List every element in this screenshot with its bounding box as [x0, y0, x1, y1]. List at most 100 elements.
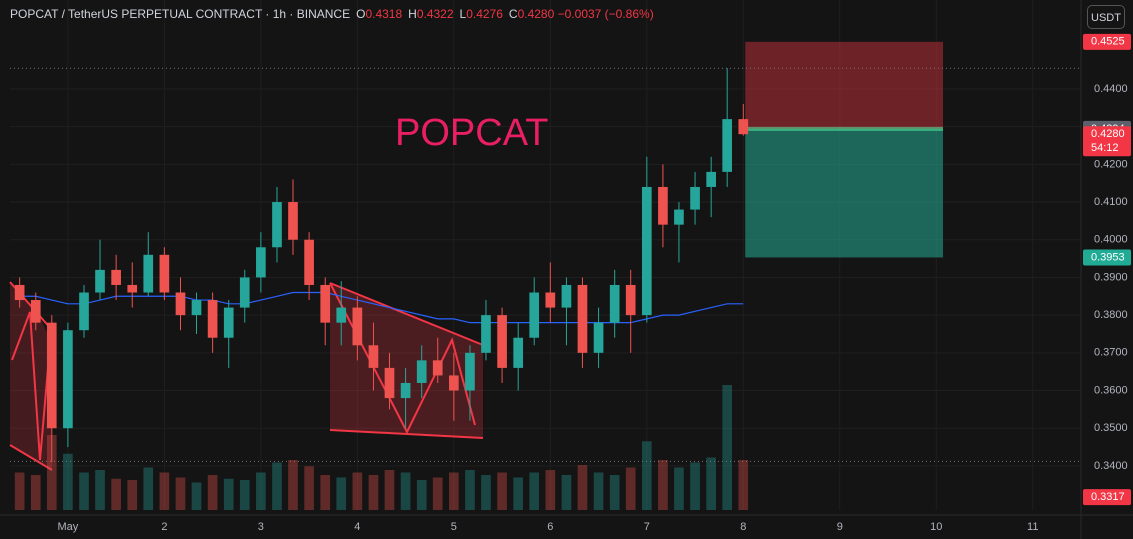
y-tick-label: 0.4000 [1094, 234, 1128, 246]
zigzag-line [11, 311, 51, 461]
volume-bar [529, 472, 540, 510]
candle-body [304, 239, 314, 285]
volume-bar [159, 472, 170, 510]
alert-price-label: 0.3317 [1091, 491, 1125, 503]
volume-bar [30, 475, 41, 510]
candle-body [191, 300, 202, 316]
volume-bar [127, 480, 138, 510]
candle-body [432, 360, 443, 376]
volume-bar [432, 477, 443, 510]
candle-body [400, 382, 411, 399]
candle-body [416, 360, 427, 383]
target-price-label: 0.3953 [1091, 251, 1125, 263]
countdown: 54:12 [1091, 142, 1119, 154]
candle-body [30, 300, 41, 323]
ohlc-value: 0.4318 [365, 7, 403, 21]
volume-bar [95, 470, 105, 510]
last-price-label: 0.4280 [1091, 128, 1125, 140]
y-tick-label: 0.3600 [1094, 384, 1128, 396]
candle-body [207, 300, 218, 338]
candle-body [272, 202, 282, 248]
candle-body [561, 284, 572, 308]
candle-body [256, 247, 266, 278]
volume-bar [690, 462, 700, 510]
y-tick-label: 0.4200 [1094, 158, 1128, 170]
volume-bar [384, 470, 395, 510]
volume-bar [641, 441, 652, 510]
volume-bar [593, 472, 604, 510]
ma-line [19, 291, 744, 324]
candle-body [706, 171, 717, 187]
volume-bar [191, 482, 202, 510]
volume-bar [449, 472, 459, 510]
candle-body [352, 307, 363, 346]
candle-body [46, 322, 57, 429]
volume-bar [63, 453, 73, 510]
volume-bar [14, 472, 25, 510]
volume-bar [207, 475, 218, 510]
y-tick-label: 0.3700 [1094, 347, 1128, 359]
x-tick-label: 10 [930, 521, 942, 533]
candle-body [288, 202, 298, 240]
candle-body [143, 254, 154, 293]
candle-body [223, 307, 234, 338]
ohlc-key: C [508, 7, 518, 21]
plot [10, 41, 1081, 510]
ohlc-key: L [459, 7, 467, 21]
target-zone [745, 128, 944, 258]
y-tick-label: 0.3800 [1094, 309, 1128, 321]
trend-line [329, 429, 484, 439]
candle-body [14, 284, 25, 301]
ohlc-key: O [356, 7, 366, 21]
volume-bar [481, 475, 491, 510]
volume-bar [111, 478, 121, 510]
candle-body [593, 322, 604, 353]
volume-bar [577, 465, 588, 510]
candle-body [738, 119, 749, 135]
candle-body [690, 186, 700, 210]
symbol-header: POPCAT / TetherUS PERPETUAL CONTRACT · 1… [10, 7, 654, 21]
candle-body [63, 330, 73, 429]
x-tick-label: 2 [161, 521, 167, 533]
candle-body [577, 284, 588, 353]
candle-body [79, 292, 89, 331]
candle-body [449, 375, 459, 391]
volume-bar [143, 467, 154, 510]
currency-button[interactable]: USDT [1087, 5, 1125, 29]
x-tick-label: 9 [837, 521, 843, 533]
volume-bar [497, 472, 507, 510]
ohlc-value: 0.4280 [517, 7, 555, 21]
volume-bar [304, 466, 314, 510]
volume-bar [674, 467, 684, 510]
volume-bar [175, 477, 186, 510]
volume-bar [416, 480, 427, 510]
volume-bar [545, 470, 556, 510]
stop-zone [745, 41, 944, 129]
volume-bar [561, 475, 572, 510]
x-tick-label: 5 [451, 521, 457, 533]
pattern-fill [330, 283, 483, 438]
watermark: POPCAT [395, 112, 549, 154]
trend-line [329, 282, 484, 346]
y-tick-label: 0.3900 [1094, 271, 1128, 283]
candle-body [384, 367, 395, 399]
y-tick-label: 0.4100 [1094, 196, 1128, 208]
candle-body [127, 284, 138, 293]
volume-bar [79, 472, 89, 510]
candle-body [658, 186, 668, 225]
volume-bar [609, 475, 620, 510]
candle-body [674, 209, 684, 225]
candle-body [497, 315, 507, 368]
target-price-label-box [1083, 249, 1131, 266]
x-tick-label: 4 [354, 521, 360, 533]
pattern-drawings [9, 281, 484, 471]
volume-bar [400, 472, 411, 510]
candle-body [336, 307, 347, 323]
volume-bar [272, 462, 282, 510]
zigzag-line [329, 282, 476, 435]
volume-bar [336, 477, 347, 510]
trend-line [9, 444, 53, 471]
candle-body [481, 315, 491, 353]
